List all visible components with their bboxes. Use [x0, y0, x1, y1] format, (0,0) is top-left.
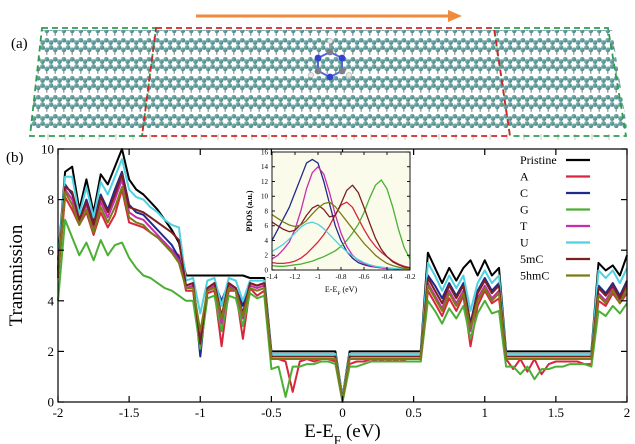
x-tick-label: 2 [624, 405, 631, 420]
current-direction-arrow [196, 10, 462, 22]
pdos-inset-chart: -1.4 -1.2 -1 -0.8 -0.6 -0.4 -0.2 0 2 4 6 8 10 12 14 16 E… [245, 148, 416, 297]
x-tick-label: 0 [339, 405, 346, 420]
inset-y-tick-label: 2 [265, 252, 269, 260]
x-tick-label: -1.5 [119, 405, 140, 420]
inset-y-tick-label: 6 [265, 222, 269, 230]
legend-label-5hmc: 5hmC [520, 269, 549, 283]
x-tick-label: 1.5 [548, 405, 564, 420]
x-tick-label: 1 [482, 405, 489, 420]
inset-y-tick-label: 0 [265, 266, 269, 274]
inset-x-tick-label: -1 [315, 273, 321, 281]
y-tick-label: 2 [48, 344, 55, 359]
inset-x-tick-label: -0.6 [358, 273, 370, 281]
inset-x-tick-label: -0.2 [404, 273, 416, 281]
electrode-boundaries [28, 27, 628, 137]
scattering-region-box [140, 27, 512, 137]
legend-label-a: A [520, 170, 529, 184]
inset-x-tick-label: -0.4 [381, 273, 393, 281]
panel-a: (a) [11, 10, 628, 140]
x-axis-label: E-EF (eV) [304, 421, 381, 444]
panel-a-label: (a) [11, 36, 28, 52]
y-tick-label: 8 [48, 192, 55, 207]
y-tick-label: 10 [41, 142, 54, 157]
y-tick-label: 4 [48, 293, 55, 308]
x-tick-label: -2 [53, 405, 64, 420]
edge-hydrogens [47, 134, 610, 140]
inset-x-axis-label: E-EF (eV) [325, 285, 358, 297]
y-tick-label: 0 [48, 395, 55, 410]
inset-y-tick-label: 16 [261, 148, 269, 156]
inset-y-tick-label: 14 [261, 163, 269, 171]
y-tick-label: 6 [48, 243, 55, 258]
inset-plot-background [272, 152, 410, 270]
inset-y-tick-label: 8 [265, 207, 269, 215]
legend-label-c: C [520, 186, 528, 200]
legend-label-5mc: 5mC [520, 252, 543, 266]
inset-x-tick-label: -1.2 [289, 273, 301, 281]
inset-y-axis-label: PDOS (a.u.) [245, 190, 254, 231]
transmission-chart: -2 -1.5 -1 -0.5 0 0.5 1 1.5 2 0 2 4 6 8 10 E-EF (eV) Tra… [6, 142, 630, 444]
panel-b-label: (b) [6, 150, 24, 166]
inset-x-tick-label: -0.8 [335, 273, 347, 281]
legend-label-g: G [520, 203, 529, 217]
legend-label-t: T [520, 219, 528, 233]
x-tick-label: -1 [195, 405, 206, 420]
graphene-nanoribbon [30, 30, 627, 128]
nucleobase-molecule [308, 38, 352, 81]
inset-y-tick-label: 10 [261, 193, 269, 201]
x-tick-label: 0.5 [406, 405, 422, 420]
legend-label-pristine: Pristine [520, 153, 557, 167]
inset-series-5mc [271, 184, 411, 269]
legend-label-u: U [520, 236, 529, 250]
inset-y-tick-label: 4 [265, 237, 269, 245]
inset-y-tick-label: 12 [261, 178, 269, 186]
inset-x-tick-label: -1.4 [266, 273, 278, 281]
x-tick-label: -0.5 [261, 405, 282, 420]
y-axis-label: Transmission [6, 224, 27, 326]
inset-series-5hmc [271, 201, 410, 270]
panel-b: (b) -2 -1.5 -1 -0.5 0 0.5 1 1.5 2 0 2 4 6 8 10 E-EF (eV… [6, 142, 630, 444]
